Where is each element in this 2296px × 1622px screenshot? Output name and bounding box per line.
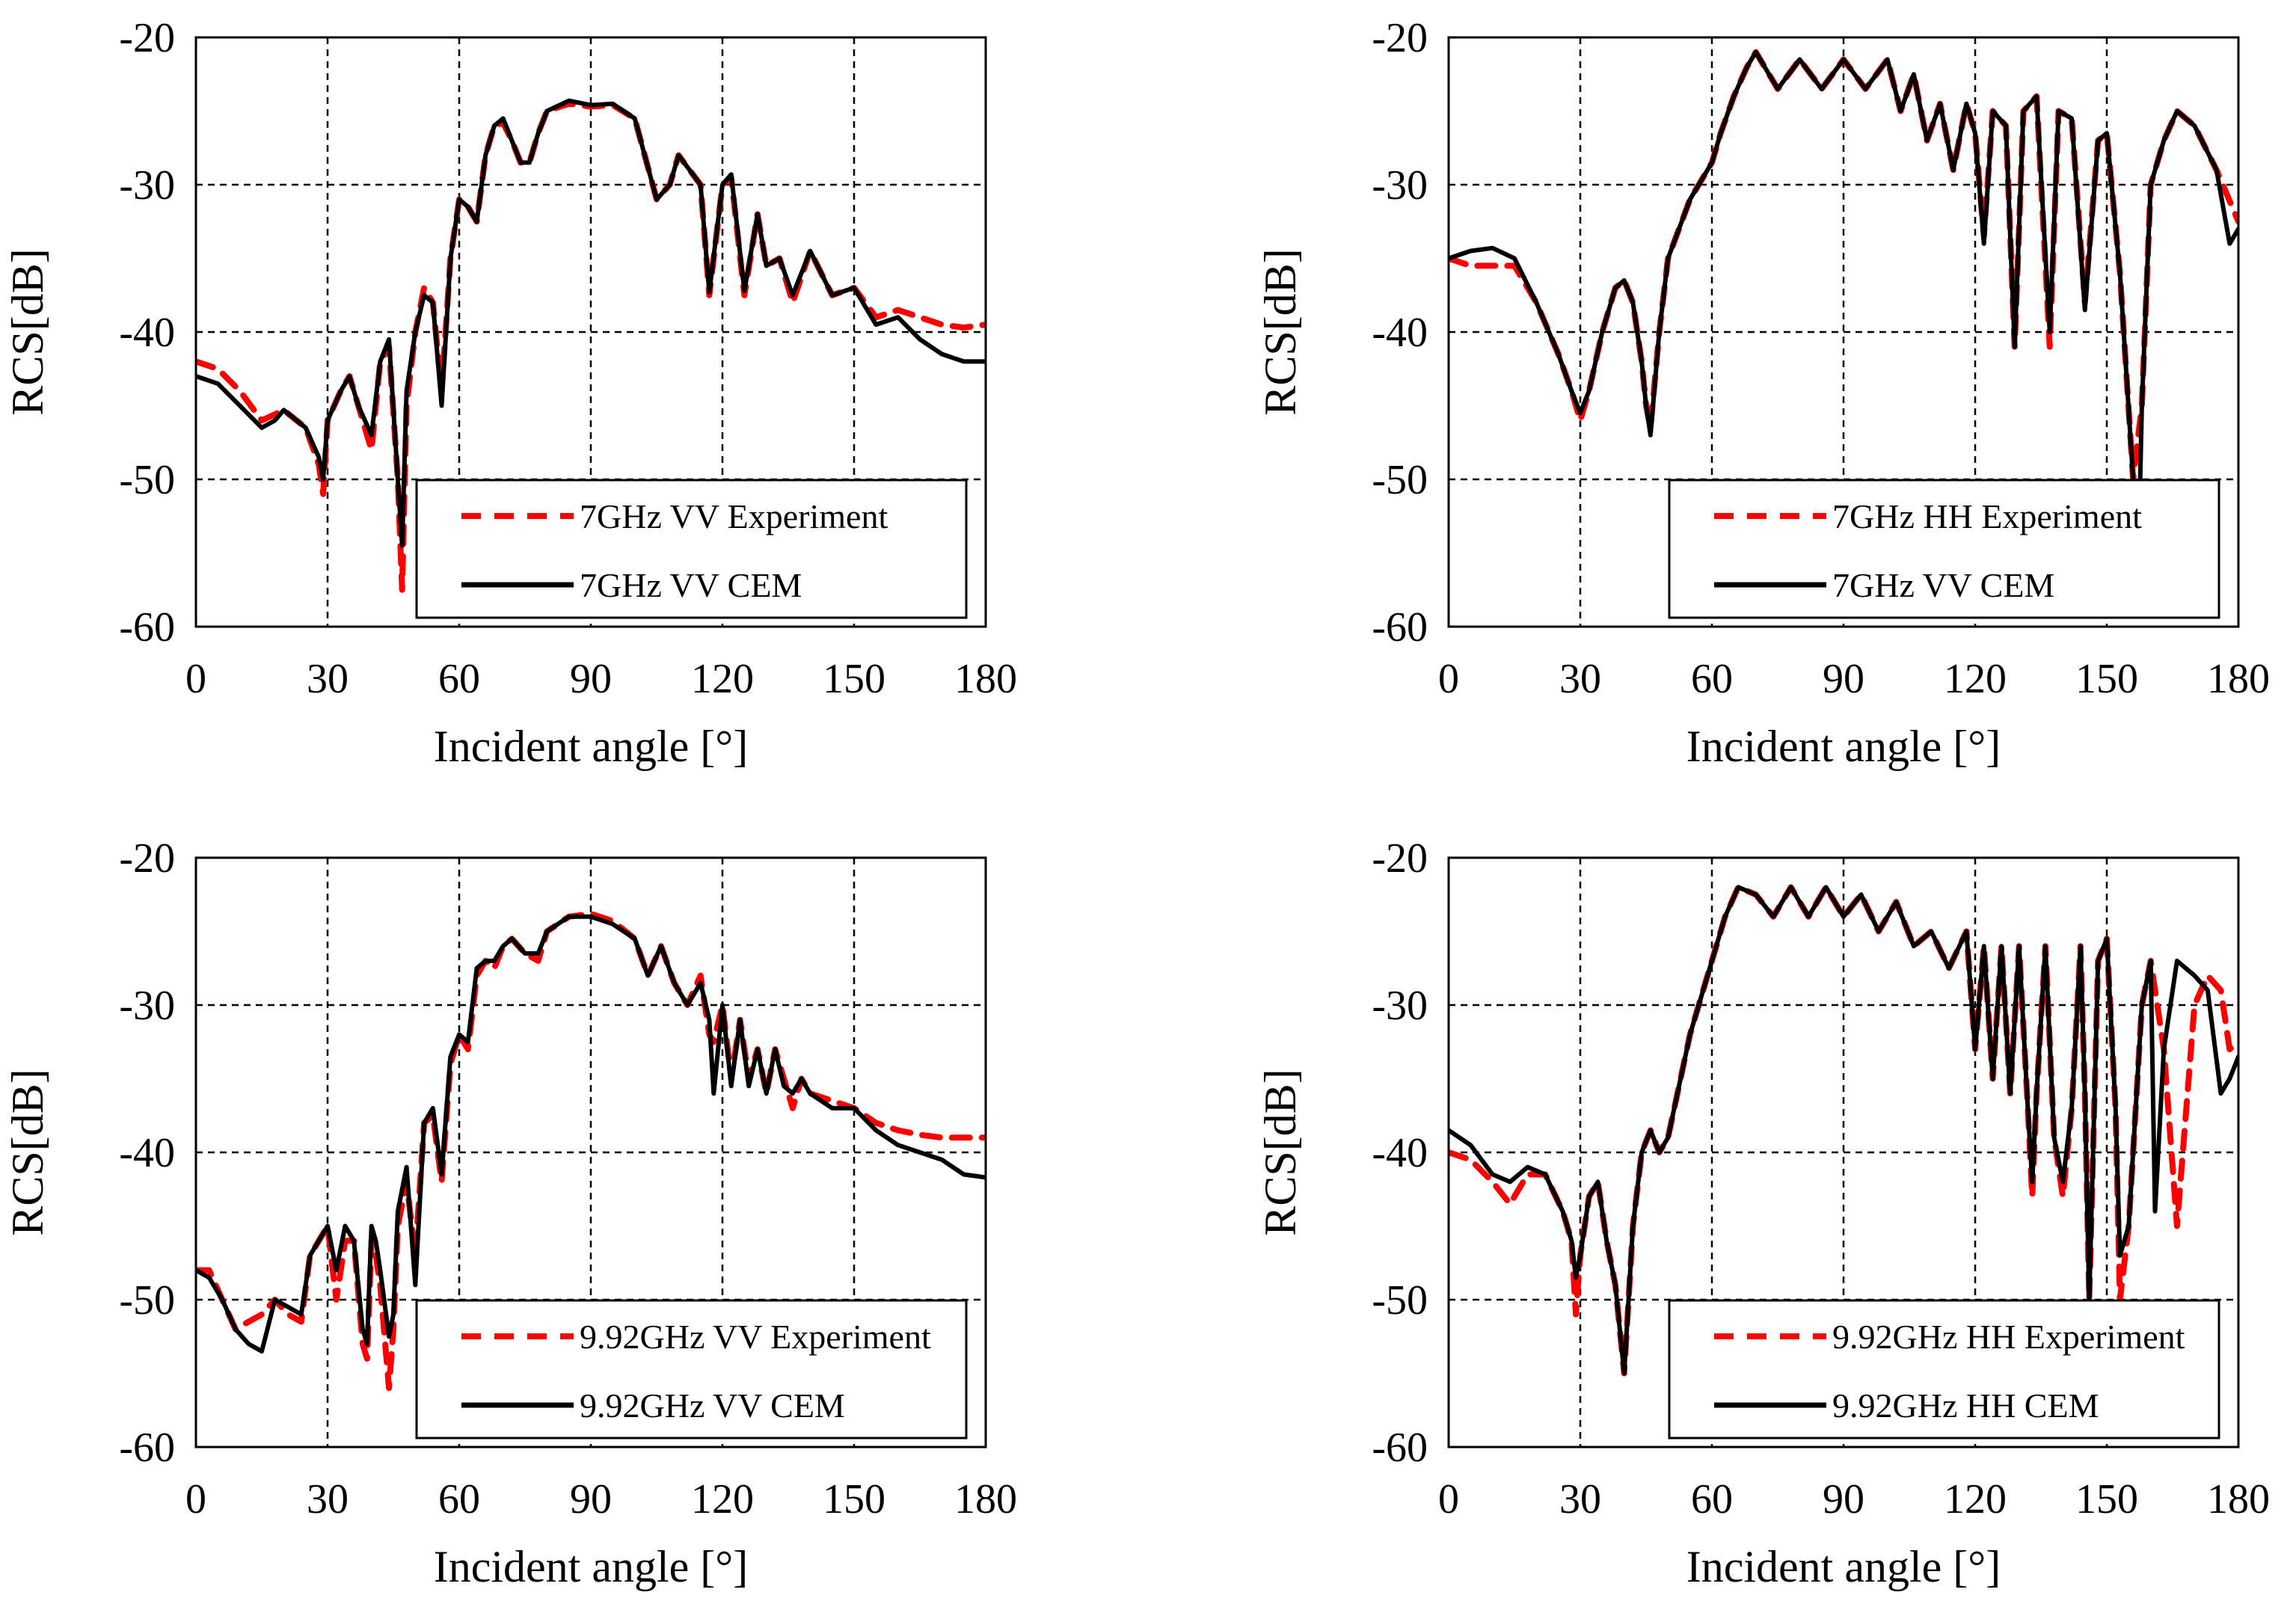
y-tick-label: -50 — [119, 457, 175, 503]
y-tick-label: -60 — [119, 604, 175, 651]
x-tick-label: 0 — [185, 656, 206, 702]
legend-label: 7GHz VV CEM — [580, 566, 802, 604]
y-tick-label: -30 — [119, 983, 175, 1029]
x-tick-label: 90 — [1823, 1476, 1864, 1523]
x-tick-label: 120 — [1944, 1476, 2007, 1523]
x-axis-title: Incident angle [°] — [1686, 1542, 2001, 1591]
x-tick-label: 0 — [185, 1476, 206, 1523]
legend-label: 9.92GHz HH Experiment — [1832, 1318, 2185, 1356]
x-tick-label: 150 — [823, 1476, 885, 1523]
y-tick-label: -30 — [1372, 162, 1428, 209]
x-tick-label: 90 — [1823, 656, 1864, 702]
plot-frame — [194, 36, 987, 628]
cem-series-line — [1449, 49, 2238, 600]
chart-9-92ghz-hh: 0 30 60 90 120 150 180 -20 -30 -40 -50 -60 Incident … — [1256, 835, 2270, 1591]
chart-7ghz-hh: 0 30 60 90 120 150 180 -20 -30 -40 -50 -60 Incident … — [1256, 15, 2270, 771]
y-tick-label: -60 — [119, 1425, 175, 1471]
legend-label: 7GHz VV CEM — [1832, 566, 2054, 604]
x-tick-label: 150 — [2075, 656, 2138, 702]
cem-series-line — [1449, 885, 2238, 1376]
y-tick-label: -20 — [1372, 835, 1428, 882]
legend-label: 7GHz HH Experiment — [1832, 497, 2142, 535]
legend-box — [415, 1299, 968, 1440]
x-tick-label: 180 — [954, 656, 1017, 702]
x-tick-label: 90 — [570, 1476, 612, 1523]
legend-label: 9.92GHz VV CEM — [580, 1386, 845, 1425]
y-tick-label: -20 — [119, 835, 175, 882]
cem-series-line — [196, 914, 986, 1354]
x-tick-label: 120 — [691, 656, 754, 702]
y-axis-title: RCS[dB] — [1256, 1069, 1305, 1235]
x-tick-label: 60 — [438, 656, 480, 702]
x-tick-label: 30 — [307, 1476, 349, 1523]
y-tick-label: -60 — [1372, 1425, 1428, 1471]
x-tick-label: 180 — [2207, 656, 2270, 702]
chart-9-92ghz-vv: 0 30 60 90 120 150 180 -20 -30 -40 -50 -60 Incident … — [3, 835, 1017, 1591]
y-tick-label: -60 — [1372, 604, 1428, 651]
x-tick-label: 60 — [1691, 656, 1733, 702]
y-tick-label: -40 — [1372, 1130, 1428, 1176]
plot-frame — [194, 856, 987, 1449]
legend-label: 7GHz VV Experiment — [580, 497, 888, 535]
x-axis-title: Incident angle [°] — [1686, 722, 2001, 771]
plot-frame — [1447, 36, 2240, 628]
x-tick-label: 150 — [823, 656, 885, 702]
legend-label: 9.92GHz HH CEM — [1832, 1386, 2099, 1425]
x-tick-label: 120 — [1944, 656, 2007, 702]
y-tick-label: -50 — [1372, 457, 1428, 503]
legend-box — [1668, 479, 2220, 619]
x-tick-label: 30 — [1559, 656, 1601, 702]
y-tick-label: -40 — [119, 310, 175, 356]
y-axis-title: RCS[dB] — [3, 248, 52, 415]
y-tick-label: -30 — [119, 162, 175, 209]
y-axis-title: RCS[dB] — [3, 1069, 52, 1235]
x-tick-label: 0 — [1438, 1476, 1459, 1523]
y-tick-label: -30 — [1372, 983, 1428, 1029]
x-tick-label: 60 — [1691, 1476, 1733, 1523]
y-tick-label: -40 — [1372, 310, 1428, 356]
x-tick-label: 150 — [2075, 1476, 2138, 1523]
x-axis-title: Incident angle [°] — [434, 722, 748, 771]
legend-box — [415, 479, 968, 619]
x-axis-title: Incident angle [°] — [434, 1542, 748, 1591]
x-tick-label: 120 — [691, 1476, 754, 1523]
legend-box — [1668, 1299, 2220, 1440]
legend-label: 9.92GHz VV Experiment — [580, 1318, 931, 1356]
plot-frame — [1447, 856, 2240, 1449]
y-axis-title: RCS[dB] — [1256, 248, 1305, 415]
x-tick-label: 180 — [2207, 1476, 2270, 1523]
y-tick-label: -40 — [119, 1130, 175, 1176]
cem-series-line — [196, 98, 986, 548]
x-tick-label: 30 — [307, 656, 349, 702]
x-tick-label: 60 — [438, 1476, 480, 1523]
x-tick-label: 0 — [1438, 656, 1459, 702]
y-tick-label: -20 — [119, 15, 175, 61]
y-tick-label: -50 — [119, 1277, 175, 1324]
x-tick-label: 180 — [954, 1476, 1017, 1523]
x-tick-label: 90 — [570, 656, 612, 702]
chart-7ghz-vv: 0 30 60 90 120 150 180 -20 -30 -40 -50 -60 Incident … — [3, 15, 1017, 771]
y-tick-label: -20 — [1372, 15, 1428, 61]
y-tick-label: -50 — [1372, 1277, 1428, 1324]
x-tick-label: 30 — [1559, 1476, 1601, 1523]
